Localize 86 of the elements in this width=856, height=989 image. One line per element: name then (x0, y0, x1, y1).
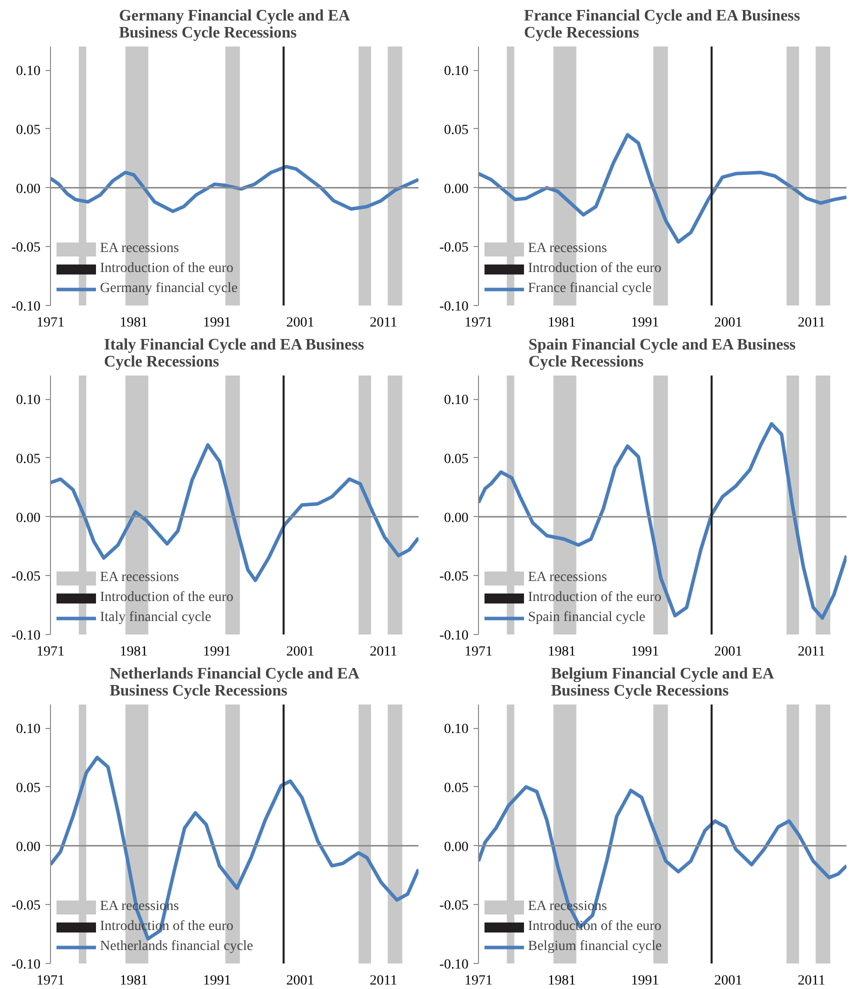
y-tick-label: 0.00 (16, 510, 40, 526)
chart-title: France Financial Cycle and EA Business Cycle Recessions (524, 8, 800, 42)
chart-title: Belgium Financial Cycle and EA Business Cycle Recessions (550, 666, 775, 700)
x-tick-label: 2011 (798, 316, 826, 330)
band-label: EA recessions (100, 570, 179, 586)
x-tick-label: 1981 (548, 974, 576, 988)
ref-line-label: Introduction of the euro (100, 261, 234, 277)
y-tick-label: 0.10 (16, 64, 40, 80)
line-series (50, 756, 418, 941)
y-tick-label: 0.00 (16, 840, 40, 855)
y-tick-label: 0.00 (444, 840, 468, 855)
x-tick-label: 1991 (203, 316, 232, 330)
legend-label: Spain financial cycle (528, 610, 646, 626)
x-tick-label: 2001 (714, 974, 742, 988)
chart-title: Italy Financial Cycle and EA Business Cycle Recessions (104, 336, 364, 370)
x-tick-label: 2011 (798, 644, 826, 660)
y-tick-label: 0.10 (16, 722, 40, 738)
y-tick-label: -0.10 (11, 628, 41, 644)
y-tick-label: 0.10 (444, 64, 468, 80)
x-tick-label: 2011 (798, 974, 826, 988)
ref-line-label: Introduction of the euro (528, 919, 662, 935)
ref-line-label: Introduction of the euro (528, 590, 662, 606)
x-tick-label: 1981 (548, 316, 576, 330)
y-tick-label: -0.05 (11, 240, 41, 256)
y-tick-label: -0.10 (439, 300, 469, 314)
line-series (478, 785, 846, 929)
x-tick-label: 1981 (120, 644, 148, 660)
x-tick-label: 1971 (464, 316, 492, 330)
x-tick-label: 1981 (548, 644, 576, 660)
line-series (478, 133, 846, 244)
x-tick-label: 2001 (714, 644, 742, 660)
y-tick-label: -0.05 (11, 898, 41, 914)
y-tick-label: 0.10 (16, 393, 40, 408)
y-tick-label: 0.05 (444, 452, 468, 467)
y-tick-label: 0.10 (444, 722, 468, 738)
legend-label: Italy financial cycle (100, 610, 212, 626)
chart-title: Germany Financial Cycle and EA Business Cycle Recessions (118, 8, 350, 42)
ref-line-label: Introduction of the euro (528, 261, 662, 277)
legend-label: France financial cycle (528, 281, 652, 297)
y-tick-label: 0.05 (16, 122, 40, 138)
legend-label: Netherlands financial cycle (100, 939, 254, 955)
y-tick-label: 0.10 (444, 393, 468, 408)
y-tick-label: -0.05 (439, 570, 469, 585)
band-label: EA recessions (528, 570, 607, 586)
legend-label: Germany financial cycle (100, 281, 238, 297)
legend-label: Belgium financial cycle (528, 939, 662, 955)
x-tick-label: 2001 (286, 316, 314, 330)
line-series (50, 443, 418, 582)
band-label: EA recessions (100, 241, 179, 257)
x-tick-label: 2001 (286, 974, 314, 988)
x-tick-label: 1991 (631, 316, 660, 330)
y-tick-label: -0.05 (439, 240, 469, 256)
chart-title: Spain Financial Cycle and EA Business Cycle Recessions (528, 336, 796, 370)
y-tick-label: -0.05 (439, 898, 469, 914)
x-tick-label: 1971 (464, 974, 492, 988)
y-tick-label: -0.10 (11, 300, 41, 314)
x-tick-label: 2011 (370, 974, 398, 988)
chart-title: Netherlands Financial Cycle and EA Business Cycle Recessions (110, 666, 360, 700)
x-tick-label: 1991 (631, 974, 660, 988)
y-tick-label: 0.00 (444, 510, 468, 526)
x-tick-label: 1981 (120, 316, 148, 330)
x-tick-label: 2001 (714, 316, 742, 330)
x-tick-label: 2011 (370, 316, 398, 330)
y-tick-label: 0.05 (16, 780, 40, 796)
x-tick-label: 1971 (36, 316, 64, 330)
x-tick-label: 1971 (36, 644, 64, 660)
x-tick-label: 2001 (286, 644, 314, 660)
y-tick-label: -0.10 (439, 958, 469, 972)
x-tick-label: 1991 (203, 644, 232, 660)
x-tick-label: 1981 (120, 974, 148, 988)
ref-line-label: Introduction of the euro (100, 590, 234, 606)
y-tick-label: -0.10 (11, 958, 41, 972)
y-tick-label: -0.05 (11, 570, 41, 585)
y-tick-label: 0.00 (444, 182, 468, 197)
band-label: EA recessions (528, 241, 607, 257)
line-series (50, 164, 418, 214)
x-tick-label: 2011 (370, 644, 398, 660)
y-tick-label: 0.05 (444, 122, 468, 138)
y-tick-label: -0.10 (439, 628, 469, 644)
x-tick-label: 1991 (203, 974, 232, 988)
y-tick-label: 0.05 (444, 780, 468, 796)
y-tick-label: 0.05 (16, 452, 40, 467)
x-tick-label: 1971 (464, 644, 492, 660)
x-tick-label: 1971 (36, 974, 64, 988)
y-tick-label: 0.00 (16, 182, 40, 197)
x-tick-label: 1991 (631, 644, 660, 660)
